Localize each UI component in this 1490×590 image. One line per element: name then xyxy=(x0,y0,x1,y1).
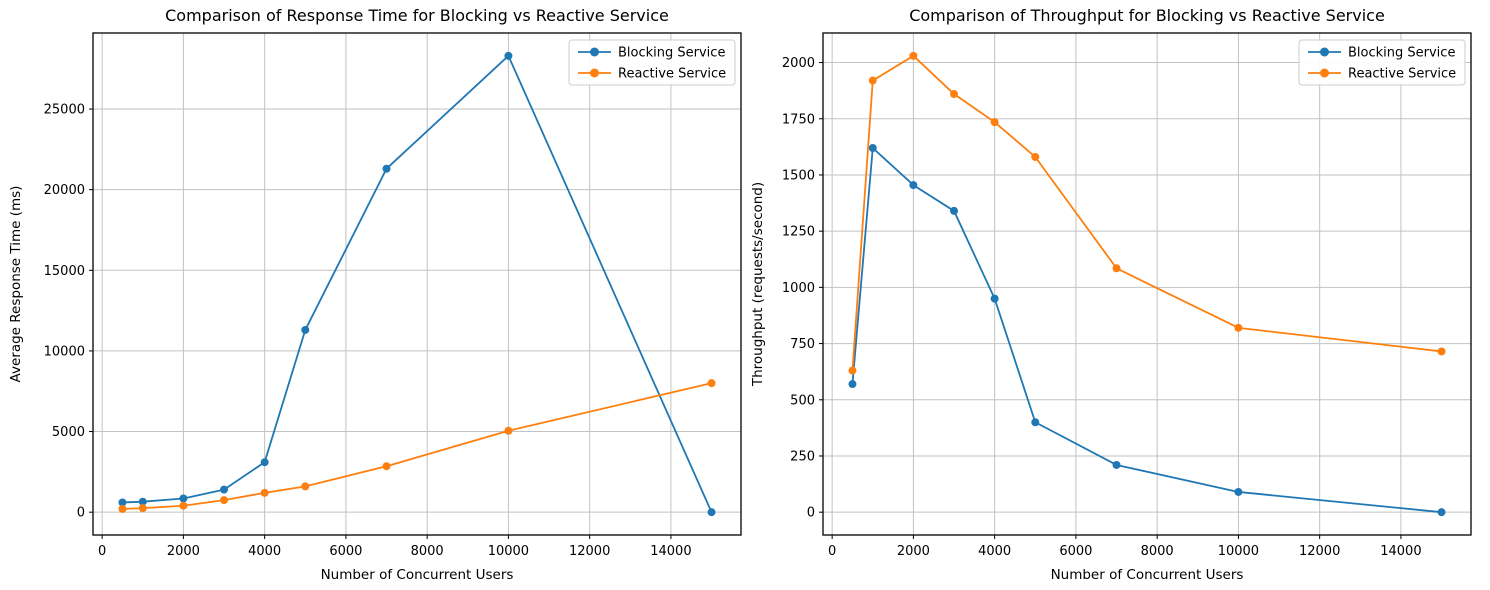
x-tick-label: 14000 xyxy=(1380,544,1421,559)
data-point-blocking-service xyxy=(138,497,147,506)
data-point-reactive-service xyxy=(1112,264,1121,273)
legend-label: Reactive Service xyxy=(1348,67,1456,82)
data-point-reactive-service xyxy=(1437,347,1446,356)
data-point-blocking-service xyxy=(1031,418,1040,427)
legend-marker xyxy=(1320,68,1329,78)
x-tick-label: 0 xyxy=(98,544,106,559)
data-point-blocking-service xyxy=(382,164,391,173)
data-point-reactive-service xyxy=(868,76,877,85)
y-tick-label: 15000 xyxy=(44,264,85,279)
data-point-blocking-service xyxy=(260,458,269,467)
data-point-blocking-service xyxy=(707,508,716,517)
data-point-reactive-service xyxy=(1234,323,1243,332)
y-tick-label: 5000 xyxy=(52,425,85,440)
x-axis-label: Number of Concurrent Users xyxy=(321,567,514,583)
legend-label: Blocking Service xyxy=(1348,46,1455,61)
x-tick-label: 0 xyxy=(828,544,836,559)
y-tick-label: 25000 xyxy=(44,103,85,118)
y-tick-label: 10000 xyxy=(44,344,85,359)
y-tick-label: 20000 xyxy=(44,183,85,198)
data-point-reactive-service xyxy=(220,496,229,505)
x-tick-label: 6000 xyxy=(1059,544,1092,559)
data-point-blocking-service xyxy=(118,498,127,507)
legend: Blocking Service Reactive Service xyxy=(1298,39,1466,86)
data-point-reactive-service xyxy=(301,482,310,491)
data-point-blocking-service xyxy=(909,181,918,190)
data-point-blocking-service xyxy=(848,380,857,389)
x-tick-label: 6000 xyxy=(329,544,362,559)
y-tick-label: 1750 xyxy=(782,112,815,127)
x-tick-label: 8000 xyxy=(1141,544,1174,559)
data-point-blocking-service xyxy=(990,294,999,303)
y-tick-label: 1500 xyxy=(782,168,815,183)
data-point-blocking-service xyxy=(301,325,310,334)
x-tick-label: 14000 xyxy=(650,544,691,559)
legend: Blocking Service Reactive Service xyxy=(568,39,736,86)
throughput-chart-panel: 0 2000 4000 6000 8000 10000 12000 14000 0 250 500 7… xyxy=(745,0,1490,590)
y-tick-label: 0 xyxy=(807,506,815,521)
data-point-reactive-service xyxy=(990,118,999,127)
x-tick-label: 4000 xyxy=(248,544,281,559)
throughput-chart: 0 2000 4000 6000 8000 10000 12000 14000 0 250 500 7… xyxy=(750,6,1472,583)
x-tick-label: 2000 xyxy=(897,544,930,559)
y-tick-label: 0 xyxy=(77,506,85,521)
legend-marker xyxy=(590,47,599,57)
y-tick-label: 2000 xyxy=(782,56,815,71)
chart-title: Comparison of Response Time for Blocking… xyxy=(165,6,669,25)
data-point-reactive-service xyxy=(707,379,716,388)
data-point-reactive-service xyxy=(950,90,959,99)
legend-marker xyxy=(1320,47,1329,57)
data-point-reactive-service xyxy=(1031,152,1040,161)
x-tick-label: 10000 xyxy=(1218,544,1259,559)
x-tick-label: 8000 xyxy=(411,544,444,559)
y-axis-label: Throughput (requests/second) xyxy=(750,182,766,387)
y-tick-label: 250 xyxy=(790,449,815,464)
axes-spines xyxy=(822,32,1472,536)
axes-spines xyxy=(92,32,742,536)
data-point-blocking-service xyxy=(1112,460,1121,469)
data-point-reactive-service xyxy=(118,504,127,513)
data-point-blocking-service xyxy=(220,485,229,494)
data-point-blocking-service xyxy=(950,206,959,215)
y-tick-label: 1000 xyxy=(782,281,815,296)
data-point-reactive-service xyxy=(260,488,269,497)
data-point-blocking-service xyxy=(1437,508,1446,517)
x-tick-label: 4000 xyxy=(978,544,1011,559)
y-tick-label: 750 xyxy=(790,337,815,352)
data-point-blocking-service xyxy=(179,494,188,503)
plot-area xyxy=(93,33,741,535)
data-point-reactive-service xyxy=(909,51,918,60)
data-point-blocking-service xyxy=(504,51,513,60)
legend-label: Reactive Service xyxy=(618,67,726,82)
x-tick-label: 2000 xyxy=(167,544,200,559)
data-point-reactive-service xyxy=(848,366,857,375)
x-tick-label: 10000 xyxy=(488,544,529,559)
data-point-reactive-service xyxy=(179,501,188,510)
legend-label: Blocking Service xyxy=(618,46,725,61)
y-axis-label: Average Response Time (ms) xyxy=(8,186,24,383)
response-time-chart-panel: 0 2000 4000 6000 8000 10000 12000 14000 0 5000 100… xyxy=(8,6,742,583)
y-tick-label: 500 xyxy=(790,393,815,408)
x-tick-label: 12000 xyxy=(1299,544,1340,559)
x-axis-label: Number of Concurrent Users xyxy=(1051,567,1244,583)
data-point-blocking-service xyxy=(868,143,877,152)
data-point-reactive-service xyxy=(138,504,147,513)
data-point-blocking-service xyxy=(1234,487,1243,496)
y-tick-label: 1250 xyxy=(782,225,815,240)
data-point-reactive-service xyxy=(382,462,391,471)
response-time-chart: 0 2000 4000 6000 8000 10000 12000 14000 0 5000 100… xyxy=(8,6,742,583)
chart-title: Comparison of Throughput for Blocking vs… xyxy=(909,6,1385,25)
data-point-reactive-service xyxy=(504,426,513,435)
x-tick-label: 12000 xyxy=(569,544,610,559)
legend-marker xyxy=(590,68,599,78)
